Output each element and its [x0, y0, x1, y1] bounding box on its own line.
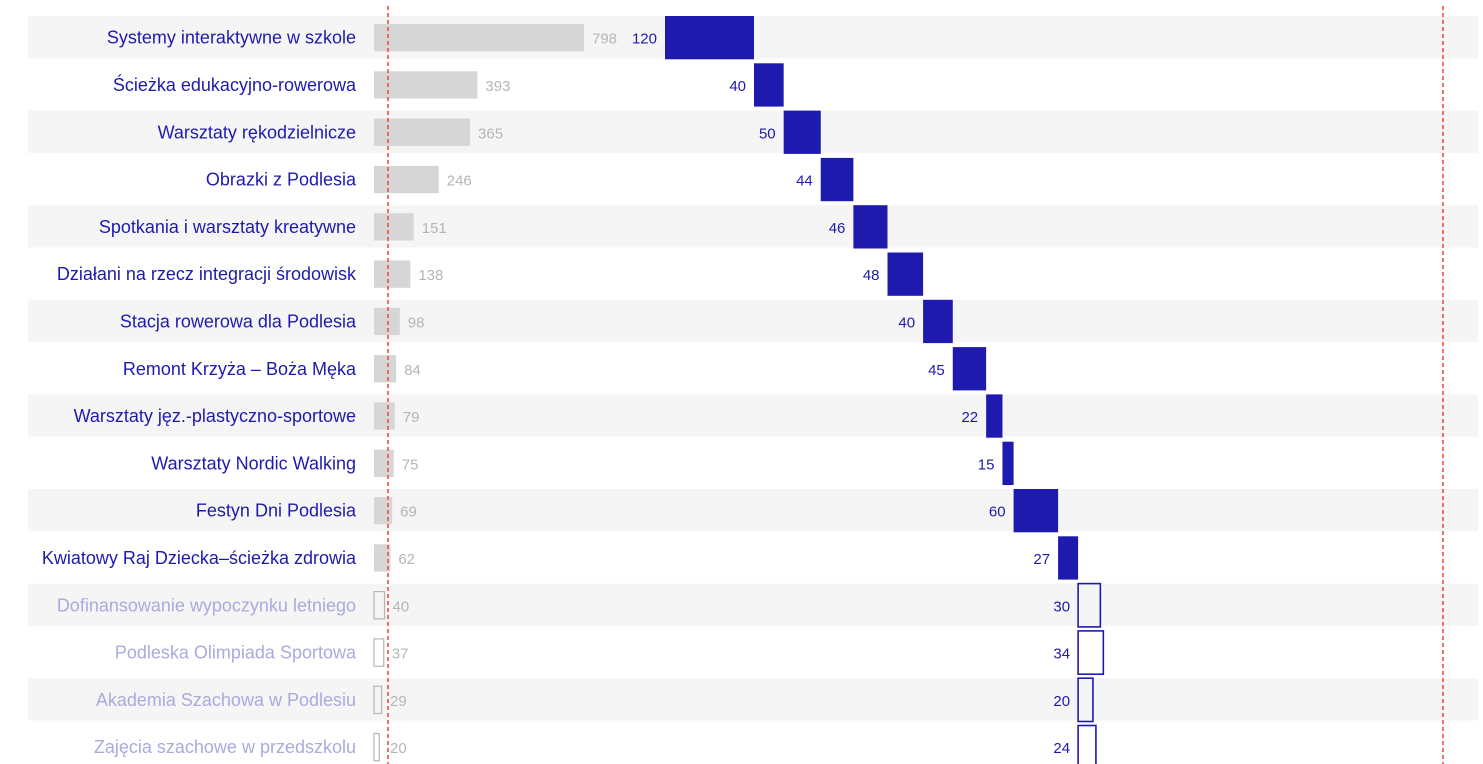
- row-stripe: [28, 489, 1478, 532]
- votes-value-label: 98: [408, 314, 425, 331]
- votes-value-label: 69: [400, 504, 417, 521]
- cost-value-label: 20: [1053, 693, 1070, 710]
- cost-block: [783, 110, 821, 154]
- category-label: Festyn Dni Podlesia: [196, 501, 357, 521]
- cost-value-label: 40: [729, 78, 746, 95]
- cost-block: [887, 252, 924, 296]
- cost-value-label: 34: [1053, 646, 1070, 663]
- votes-value-label: 40: [393, 598, 410, 615]
- cost-value-label: 50: [759, 125, 776, 142]
- cost-value-label: 22: [961, 409, 978, 426]
- category-label: Warsztaty jęz.-plastyczno-sportowe: [74, 406, 356, 426]
- cost-block: [1077, 724, 1097, 764]
- cost-value-label: 44: [796, 173, 813, 190]
- category-label: Stacja rowerowa dla Podlesia: [120, 311, 357, 331]
- votes-value-label: 29: [390, 693, 407, 710]
- votes-value-label: 151: [422, 220, 447, 237]
- cost-value-label: 30: [1053, 598, 1070, 615]
- votes-bar: [374, 260, 411, 288]
- category-label: Spotkania i warsztaty kreatywne: [99, 217, 356, 237]
- votes-value-label: 84: [404, 362, 421, 379]
- cost-value-label: 45: [928, 362, 945, 379]
- cost-value-label: 60: [989, 504, 1006, 521]
- cost-block: [986, 394, 1003, 438]
- category-label: Działani na rzecz integracji środowisk: [57, 264, 357, 284]
- cost-block: [923, 299, 953, 344]
- row-stripe: [28, 299, 1478, 343]
- votes-bar: [374, 165, 439, 194]
- votes-bar: [374, 402, 395, 430]
- category-label: Obrazki z Podlesia: [206, 170, 357, 190]
- votes-bar: [373, 590, 386, 620]
- cost-block: [1002, 441, 1014, 485]
- cost-value-label: 24: [1053, 740, 1070, 757]
- votes-bar: [374, 544, 391, 572]
- votes-bar: [374, 449, 394, 477]
- row-stripe: [28, 583, 1478, 626]
- votes-value-label: 365: [478, 125, 503, 142]
- category-label: Kwiatowy Raj Dziecka–ścieżka zdrowia: [42, 548, 357, 568]
- votes-value-label: 798: [592, 31, 617, 48]
- cost-value-label: 27: [1033, 551, 1050, 568]
- cost-block: [1013, 489, 1059, 533]
- votes-value-label: 62: [398, 551, 415, 568]
- votes-bar: [373, 685, 383, 715]
- cost-block: [1077, 677, 1094, 723]
- votes-bar: [374, 24, 584, 52]
- votes-value-label: 246: [447, 173, 472, 190]
- cost-value-label: 15: [978, 456, 995, 473]
- category-label: Podleska Olimpiada Sportowa: [115, 643, 357, 663]
- cost-block: [1058, 536, 1079, 580]
- row-stripe: [28, 110, 1478, 153]
- votes-value-label: 37: [392, 646, 409, 663]
- row-stripe: [28, 678, 1478, 721]
- category-label: Warsztaty Nordic Walking: [151, 453, 356, 473]
- votes-bar: [373, 638, 385, 667]
- category-label: Systemy interaktywne w szkole: [107, 28, 356, 48]
- votes-bar: [374, 307, 400, 336]
- cost-block: [1077, 582, 1102, 628]
- cost-value-label: 48: [863, 267, 880, 284]
- category-label: Ścieżka edukacyjno-rowerowa: [113, 74, 357, 95]
- cost-value-label: 40: [898, 314, 915, 331]
- cost-block: [665, 16, 754, 60]
- row-stripe: [28, 394, 1478, 437]
- votes-bar: [374, 213, 414, 241]
- cost-value-label: 120: [632, 31, 657, 48]
- votes-value-label: 75: [402, 456, 419, 473]
- row-stripe: [28, 205, 1478, 248]
- category-label: Zajęcia szachowe w przedszkolu: [94, 737, 356, 757]
- category-label: Warsztaty rękodzielnicze: [158, 122, 356, 142]
- cost-block: [1077, 630, 1105, 676]
- votes-bar: [374, 71, 478, 99]
- votes-bar: [374, 497, 393, 525]
- cost-block: [754, 63, 784, 107]
- votes-bar: [373, 732, 380, 762]
- cost-block: [853, 205, 888, 249]
- category-label: Dofinansowanie wypoczynku letniego: [57, 595, 356, 615]
- votes-value-label: 79: [403, 409, 420, 426]
- cost-value-label: 46: [829, 220, 846, 237]
- votes-value-label: 393: [485, 78, 510, 95]
- cost-block: [820, 157, 854, 202]
- cost-block: [952, 347, 987, 391]
- votes-bar: [374, 118, 471, 146]
- category-label: Remont Krzyża – Boża Męka: [123, 359, 357, 379]
- votes-value-label: 138: [418, 267, 443, 284]
- votes-bar: [374, 355, 397, 383]
- votes-value-label: 20: [390, 740, 407, 757]
- category-label: Akademia Szachowa w Podlesiu: [96, 690, 356, 710]
